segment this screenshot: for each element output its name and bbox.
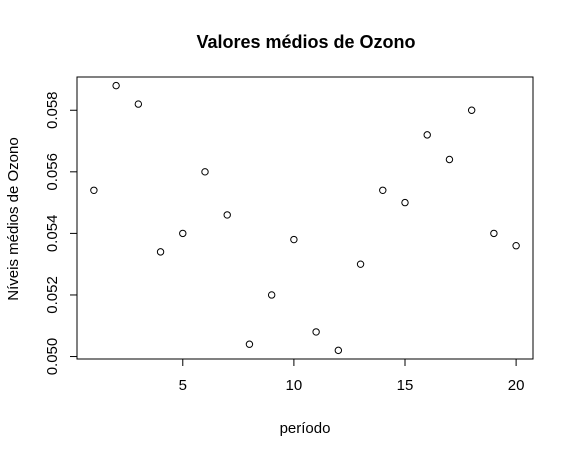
y-tick-label: 0.050 <box>44 338 61 376</box>
data-point <box>223 211 231 219</box>
data-point <box>179 229 187 238</box>
y-tick-label: 0.054 <box>44 215 61 253</box>
data-point <box>467 106 476 114</box>
y-tick-label: 0.058 <box>44 91 61 129</box>
data-point <box>267 291 276 299</box>
x-axis-title: período <box>280 420 331 437</box>
y-tick-label: 0.056 <box>44 153 61 191</box>
data-point <box>512 242 520 250</box>
data-point <box>90 186 98 194</box>
data-point <box>134 100 143 108</box>
data-point <box>401 198 409 207</box>
data-point <box>312 328 320 336</box>
data-point <box>490 229 498 238</box>
data-point <box>445 155 454 164</box>
y-axis: 0.050 0.052 0.054 0.056 0.058 <box>44 91 78 376</box>
chart-title: Valores médios de Ozono <box>196 32 415 52</box>
y-axis-title: Níveis médios de Ozono <box>5 137 22 300</box>
x-axis: 5 10 15 20 <box>179 358 525 394</box>
data-point <box>423 131 431 139</box>
data-point <box>334 346 343 355</box>
x-tick-label: 5 <box>179 377 187 394</box>
x-tick-label: 15 <box>397 377 414 394</box>
x-tick-label: 10 <box>286 377 303 394</box>
x-tick-label: 20 <box>508 377 525 394</box>
data-point <box>201 168 209 176</box>
y-tick-label: 0.052 <box>44 276 61 314</box>
data-point <box>245 340 254 348</box>
data-point <box>112 81 120 90</box>
plot-frame <box>76 76 534 360</box>
data-point <box>356 260 365 268</box>
data-point <box>379 186 387 194</box>
data-points <box>90 81 520 355</box>
data-point <box>290 235 298 244</box>
data-point <box>156 248 165 256</box>
